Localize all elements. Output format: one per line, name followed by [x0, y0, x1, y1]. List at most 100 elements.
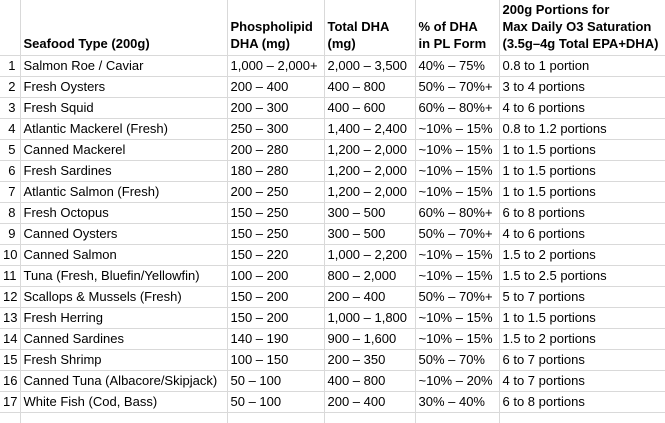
row-number-cell[interactable]: 13 [0, 307, 21, 329]
row-number-cell[interactable]: 5 [0, 139, 21, 161]
cell-total-dha[interactable]: 400 – 800 [324, 370, 416, 392]
row-number-cell[interactable] [0, 412, 21, 423]
empty-cell[interactable] [415, 412, 500, 423]
cell-portions[interactable]: 1.5 to 2 portions [499, 244, 665, 266]
cell-total-dha[interactable]: 1,400 – 2,400 [324, 118, 416, 140]
cell-pct-dha-pl-form[interactable]: 60% – 80%+ [415, 97, 500, 119]
cell-total-dha[interactable]: 300 – 500 [324, 202, 416, 224]
cell-pct-dha-pl-form[interactable]: ~10% – 15% [415, 244, 500, 266]
cell-pct-dha-pl-form[interactable]: ~10% – 15% [415, 328, 500, 350]
cell-phospholipid-dha[interactable]: 200 – 280 [227, 139, 325, 161]
header-total-dha[interactable]: Total DHA (mg) [324, 0, 416, 56]
cell-seafood-type[interactable]: Canned Oysters [20, 223, 228, 245]
cell-pct-dha-pl-form[interactable]: ~10% – 15% [415, 265, 500, 287]
row-number-cell[interactable]: 15 [0, 349, 21, 371]
cell-phospholipid-dha[interactable]: 50 – 100 [227, 391, 325, 413]
cell-phospholipid-dha[interactable]: 100 – 150 [227, 349, 325, 371]
cell-total-dha[interactable]: 1,000 – 2,200 [324, 244, 416, 266]
cell-phospholipid-dha[interactable]: 250 – 300 [227, 118, 325, 140]
empty-cell[interactable] [324, 412, 416, 423]
cell-seafood-type[interactable]: Fresh Squid [20, 97, 228, 119]
cell-portions[interactable]: 0.8 to 1.2 portions [499, 118, 665, 140]
cell-pct-dha-pl-form[interactable]: 50% – 70%+ [415, 286, 500, 308]
cell-seafood-type[interactable]: Fresh Octopus [20, 202, 228, 224]
cell-total-dha[interactable]: 200 – 350 [324, 349, 416, 371]
cell-pct-dha-pl-form[interactable]: 50% – 70%+ [415, 223, 500, 245]
row-number-cell[interactable]: 12 [0, 286, 21, 308]
row-number-cell[interactable]: 16 [0, 370, 21, 392]
header-corner-cell[interactable] [0, 0, 21, 56]
cell-portions[interactable]: 3 to 4 portions [499, 76, 665, 98]
cell-phospholipid-dha[interactable]: 100 – 200 [227, 265, 325, 287]
row-number-cell[interactable]: 17 [0, 391, 21, 413]
cell-pct-dha-pl-form[interactable]: 30% – 40% [415, 391, 500, 413]
cell-total-dha[interactable]: 1,200 – 2,000 [324, 181, 416, 203]
row-number-cell[interactable]: 10 [0, 244, 21, 266]
header-pct-dha-pl-form[interactable]: % of DHA in PL Form [415, 0, 500, 56]
cell-phospholipid-dha[interactable]: 50 – 100 [227, 370, 325, 392]
cell-pct-dha-pl-form[interactable]: 40% – 75% [415, 55, 500, 77]
cell-total-dha[interactable]: 400 – 600 [324, 97, 416, 119]
cell-seafood-type[interactable]: Scallops & Mussels (Fresh) [20, 286, 228, 308]
empty-cell[interactable] [20, 412, 228, 423]
cell-pct-dha-pl-form[interactable]: ~10% – 15% [415, 181, 500, 203]
cell-seafood-type[interactable]: Tuna (Fresh, Bluefin/Yellowfin) [20, 265, 228, 287]
row-number-cell[interactable]: 4 [0, 118, 21, 140]
cell-total-dha[interactable]: 900 – 1,600 [324, 328, 416, 350]
empty-cell[interactable] [227, 412, 325, 423]
cell-portions[interactable]: 4 to 6 portions [499, 223, 665, 245]
row-number-cell[interactable]: 8 [0, 202, 21, 224]
cell-portions[interactable]: 1 to 1.5 portions [499, 139, 665, 161]
cell-portions[interactable]: 4 to 6 portions [499, 97, 665, 119]
cell-phospholipid-dha[interactable]: 1,000 – 2,000+ [227, 55, 325, 77]
cell-portions[interactable]: 1.5 to 2.5 portions [499, 265, 665, 287]
row-number-cell[interactable]: 14 [0, 328, 21, 350]
cell-phospholipid-dha[interactable]: 200 – 250 [227, 181, 325, 203]
row-number-cell[interactable]: 1 [0, 55, 21, 77]
row-number-cell[interactable]: 11 [0, 265, 21, 287]
cell-seafood-type[interactable]: Canned Tuna (Albacore/Skipjack) [20, 370, 228, 392]
header-phospholipid-dha[interactable]: Phospholipid DHA (mg) [227, 0, 325, 56]
cell-seafood-type[interactable]: Fresh Oysters [20, 76, 228, 98]
cell-total-dha[interactable]: 400 – 800 [324, 76, 416, 98]
cell-portions[interactable]: 6 to 8 portions [499, 391, 665, 413]
cell-portions[interactable]: 1.5 to 2 portions [499, 328, 665, 350]
row-number-cell[interactable]: 3 [0, 97, 21, 119]
cell-phospholipid-dha[interactable]: 200 – 400 [227, 76, 325, 98]
cell-phospholipid-dha[interactable]: 150 – 250 [227, 223, 325, 245]
cell-pct-dha-pl-form[interactable]: ~10% – 15% [415, 118, 500, 140]
cell-portions[interactable]: 5 to 7 portions [499, 286, 665, 308]
cell-pct-dha-pl-form[interactable]: ~10% – 15% [415, 307, 500, 329]
cell-pct-dha-pl-form[interactable]: ~10% – 15% [415, 139, 500, 161]
cell-phospholipid-dha[interactable]: 150 – 250 [227, 202, 325, 224]
cell-total-dha[interactable]: 1,200 – 2,000 [324, 160, 416, 182]
cell-phospholipid-dha[interactable]: 150 – 200 [227, 307, 325, 329]
cell-total-dha[interactable]: 300 – 500 [324, 223, 416, 245]
cell-total-dha[interactable]: 1,000 – 1,800 [324, 307, 416, 329]
cell-total-dha[interactable]: 1,200 – 2,000 [324, 139, 416, 161]
header-seafood-type[interactable]: Seafood Type (200g) [20, 0, 228, 56]
cell-portions[interactable]: 4 to 7 portions [499, 370, 665, 392]
empty-cell[interactable] [499, 412, 665, 423]
cell-seafood-type[interactable]: Atlantic Mackerel (Fresh) [20, 118, 228, 140]
cell-total-dha[interactable]: 2,000 – 3,500 [324, 55, 416, 77]
cell-phospholipid-dha[interactable]: 140 – 190 [227, 328, 325, 350]
cell-total-dha[interactable]: 200 – 400 [324, 286, 416, 308]
cell-seafood-type[interactable]: Fresh Herring [20, 307, 228, 329]
cell-seafood-type[interactable]: Canned Sardines [20, 328, 228, 350]
cell-portions[interactable]: 0.8 to 1 portion [499, 55, 665, 77]
cell-pct-dha-pl-form[interactable]: 60% – 80%+ [415, 202, 500, 224]
cell-portions[interactable]: 1 to 1.5 portions [499, 307, 665, 329]
cell-pct-dha-pl-form[interactable]: ~10% – 15% [415, 160, 500, 182]
cell-phospholipid-dha[interactable]: 180 – 280 [227, 160, 325, 182]
cell-portions[interactable]: 6 to 8 portions [499, 202, 665, 224]
cell-pct-dha-pl-form[interactable]: 50% – 70%+ [415, 76, 500, 98]
row-number-cell[interactable]: 2 [0, 76, 21, 98]
cell-seafood-type[interactable]: Canned Mackerel [20, 139, 228, 161]
row-number-cell[interactable]: 7 [0, 181, 21, 203]
cell-phospholipid-dha[interactable]: 150 – 200 [227, 286, 325, 308]
cell-phospholipid-dha[interactable]: 200 – 300 [227, 97, 325, 119]
row-number-cell[interactable]: 6 [0, 160, 21, 182]
cell-seafood-type[interactable]: Fresh Shrimp [20, 349, 228, 371]
cell-seafood-type[interactable]: White Fish (Cod, Bass) [20, 391, 228, 413]
